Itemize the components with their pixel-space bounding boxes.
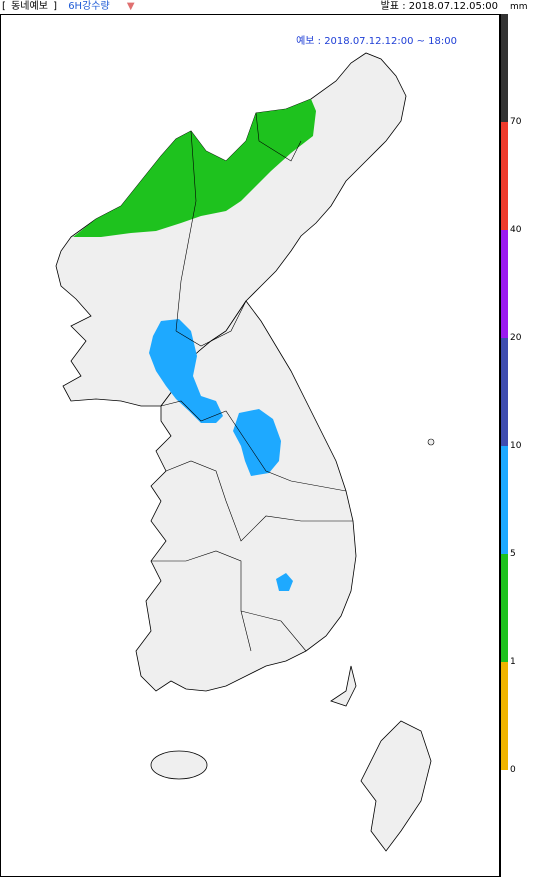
legend-tick-5: 5	[510, 549, 516, 559]
legend-seg-above-70	[501, 14, 508, 122]
land-jeju	[150, 750, 208, 780]
province-boundaries	[151, 112, 353, 652]
legend-tick-70: 70	[510, 117, 522, 127]
legend-seg-1-5	[501, 554, 508, 662]
precip-blue-west	[149, 319, 223, 423]
legend-tick-10: 10	[510, 441, 522, 451]
legend-seg-0-1	[501, 662, 508, 770]
legend-unit: mm	[510, 2, 528, 12]
forecast-time: 예보 : 2018.07.12.12:00 ~ 18:00	[296, 36, 457, 47]
precip-legend: 70 40 20 10 5 1 0	[500, 14, 536, 877]
legend-tick-20: 20	[510, 333, 522, 343]
legend-tick-1: 1	[510, 657, 516, 667]
land-japan	[330, 665, 432, 852]
legend-tick-0: 0	[510, 765, 516, 775]
legend-seg-20-40	[501, 230, 508, 338]
precip-green-north	[73, 99, 316, 237]
triangle-down-icon[interactable]: ▼	[126, 1, 135, 12]
korea-map	[55, 52, 435, 852]
map-header: [ 동네예보 ] 6H강수량 ▼	[2, 0, 135, 14]
legend-seg-5-10	[501, 446, 508, 554]
precip-blue-southeast	[276, 573, 293, 591]
header-bracket-close: ]	[53, 1, 57, 12]
variable-selector[interactable]: 6H강수량	[68, 1, 110, 12]
precip-blue-central	[233, 409, 281, 476]
legend-tick-40: 40	[510, 225, 522, 235]
page-title: 동네예보	[11, 1, 48, 12]
land-ulleungdo	[427, 438, 435, 446]
legend-seg-10-20	[501, 338, 508, 446]
map-area[interactable]: 예보 : 2018.07.12.12:00 ~ 18:00	[0, 14, 500, 877]
issued-time: 발표 : 2018.07.12.05:00	[380, 1, 498, 12]
header-bracket-open: [	[2, 1, 6, 12]
legend-seg-zero	[501, 770, 508, 877]
legend-color-bar	[500, 14, 508, 877]
legend-seg-40-70	[501, 122, 508, 230]
